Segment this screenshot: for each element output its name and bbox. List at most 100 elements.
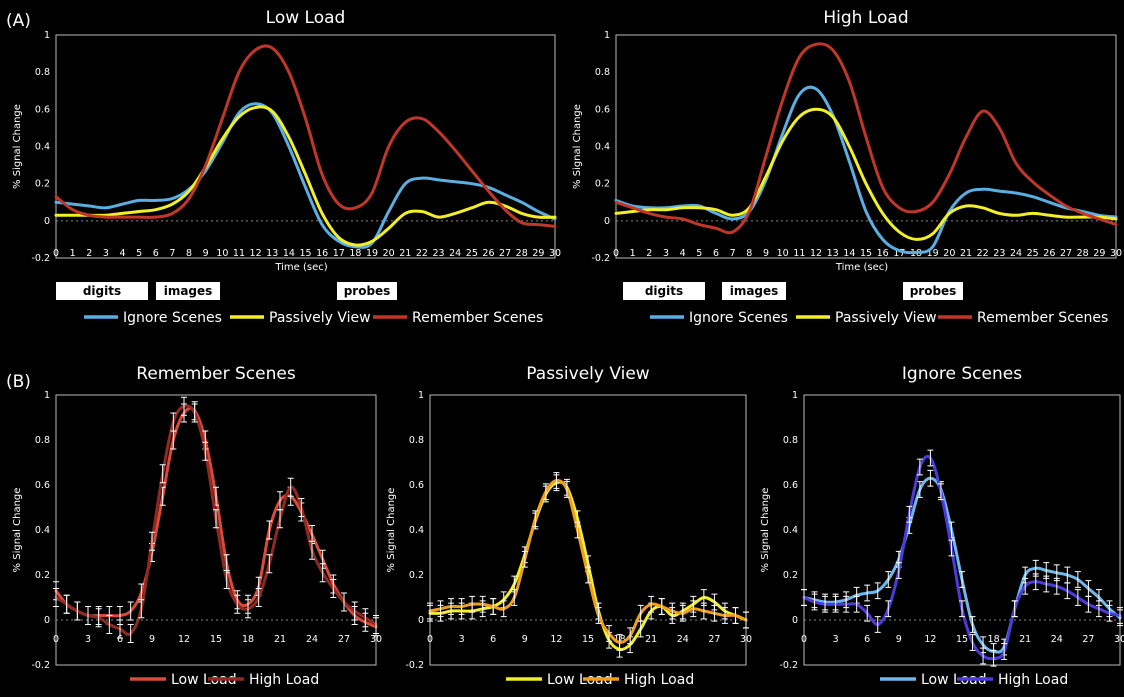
x-tick-label: 3 xyxy=(85,634,91,645)
x-tick-label: 1 xyxy=(70,248,76,259)
x-tick-label: 0 xyxy=(801,634,807,645)
x-tick-label: 2 xyxy=(86,248,92,259)
error-bar xyxy=(106,615,113,634)
error-bar xyxy=(743,611,749,629)
error-bar xyxy=(542,483,549,501)
error-bar xyxy=(511,589,518,606)
y-tick-label: -0.2 xyxy=(591,253,610,264)
x-tick-label: 12 xyxy=(550,634,562,645)
error-bar xyxy=(843,595,850,613)
y-tick-label: 0.8 xyxy=(35,67,50,78)
x-tick-label: 24 xyxy=(1051,634,1063,645)
x-tick-label: 5 xyxy=(136,248,142,259)
series-remember-scenes xyxy=(614,42,1118,235)
error-bar xyxy=(1053,577,1060,595)
x-tick-label: 20 xyxy=(383,248,395,259)
error-bar xyxy=(616,634,623,651)
x-tick-label: 16 xyxy=(877,248,889,259)
x-tick-label: 26 xyxy=(1043,248,1055,259)
x-tick-label: 30 xyxy=(1114,634,1124,645)
legend-label: High Load xyxy=(624,672,694,688)
error-bar xyxy=(906,505,913,523)
y-tick-label: 0.2 xyxy=(35,179,50,190)
series-line xyxy=(614,85,1118,255)
event-probes: probes xyxy=(337,282,397,300)
x-tick-label: 24 xyxy=(449,248,461,259)
error-bar xyxy=(927,449,934,467)
x-tick-label: 27 xyxy=(499,248,511,259)
x-tick-label: 3 xyxy=(103,248,109,259)
error-bar xyxy=(637,604,644,622)
x-tick-label: 19 xyxy=(366,248,378,259)
event-label: probes xyxy=(910,284,957,298)
error-bar xyxy=(490,598,497,615)
legend-entry: Passively View xyxy=(230,310,371,326)
chart-B-ignore: Ignore Scenes -0.2 0 0.2 0.4 0.6 0.8 1 % Signal … xyxy=(760,364,1124,688)
error-bar xyxy=(74,601,81,621)
x-tick-label: 7 xyxy=(169,248,175,259)
x-tick-label: 18 xyxy=(349,248,361,259)
error-bar xyxy=(969,616,976,633)
x-tick-label: 6 xyxy=(490,634,496,645)
error-bar xyxy=(373,615,379,634)
x-tick-label: 0 xyxy=(53,248,59,259)
chart-title: Passively View xyxy=(526,364,649,384)
x-tick-label: 24 xyxy=(677,634,689,645)
legend-entry: High Load xyxy=(583,672,694,688)
y-tick-label: 0 xyxy=(44,216,50,227)
series-line xyxy=(614,42,1118,235)
error-bar xyxy=(606,625,613,642)
y-axis-label: % Signal Change xyxy=(760,488,771,573)
legend-label: Low Load xyxy=(171,672,237,688)
x-tick-label: 21 xyxy=(645,634,657,645)
event-label: images xyxy=(730,284,779,298)
error-bar xyxy=(585,566,591,584)
error-bar xyxy=(990,649,997,667)
plot-frame xyxy=(55,394,377,666)
y-tick-label: 0.2 xyxy=(783,570,798,581)
chart-A-low: Low Load-0.200.20.40.60.81% Signal Chang… xyxy=(12,8,561,326)
x-tick-label: 5 xyxy=(696,248,702,259)
error-bar xyxy=(341,592,347,612)
y-tick-label: 0.6 xyxy=(35,480,50,491)
y-tick-label: 0.8 xyxy=(409,435,424,446)
error-bar xyxy=(669,602,676,620)
x-tick-label: 17 xyxy=(333,248,345,259)
legend-label: Remember Scenes xyxy=(412,310,543,326)
error-bar xyxy=(63,594,70,614)
x-tick-label: 21 xyxy=(960,248,972,259)
x-tick-label: 9 xyxy=(203,248,209,259)
x-tick-label: 29 xyxy=(532,248,544,259)
plot-frame xyxy=(55,34,556,259)
legend-entry: High Load xyxy=(957,672,1068,688)
y-tick-label: 0 xyxy=(44,615,50,626)
y-tick-label: 0 xyxy=(604,216,610,227)
x-tick-label: 8 xyxy=(186,248,192,259)
event-label: digits xyxy=(83,284,121,298)
error-bar xyxy=(234,594,241,614)
y-tick-label: 0.6 xyxy=(595,104,610,115)
error-bar xyxy=(437,600,444,618)
legend-label: Passively View xyxy=(269,310,371,326)
x-tick-label: 19 xyxy=(927,248,939,259)
legend-entry: Remember Scenes xyxy=(373,310,543,326)
x-tick-label: 3 xyxy=(459,634,465,645)
x-tick-label: 20 xyxy=(943,248,955,259)
section-b-label: (B) xyxy=(6,372,31,392)
x-tick-label: 3 xyxy=(663,248,669,259)
x-tick-label: 9 xyxy=(763,248,769,259)
x-tick-label: 2 xyxy=(646,248,652,259)
chart-B-passive: Passively View -0.2 0 0.2 0.4 0.6 0.8 1 % Signal… xyxy=(386,364,752,688)
series-ignore-scenes xyxy=(614,85,1118,255)
x-tick-label: 6 xyxy=(864,634,870,645)
error-bar xyxy=(1064,582,1071,600)
legend-label: High Load xyxy=(249,672,319,688)
x-tick-label: 21 xyxy=(399,248,411,259)
legend-entry: Ignore Scenes xyxy=(84,310,222,326)
y-tick-label: 1 xyxy=(792,390,798,401)
error-bar xyxy=(885,571,892,588)
section-a-label: (A) xyxy=(6,11,31,31)
error-bar xyxy=(595,607,602,624)
y-tick-label: 0.6 xyxy=(783,480,798,491)
legend-label: High Load xyxy=(998,672,1068,688)
